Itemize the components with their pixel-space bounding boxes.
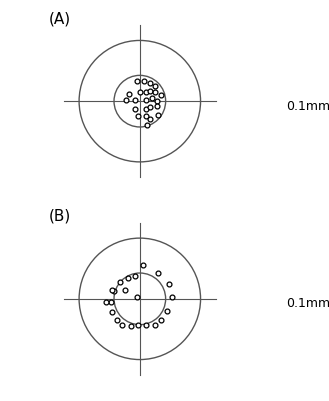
Text: (A): (A) (49, 11, 71, 26)
Text: (B): (B) (49, 208, 71, 223)
Text: 0.1mm: 0.1mm (286, 100, 329, 113)
Text: 0.1mm: 0.1mm (286, 296, 329, 309)
